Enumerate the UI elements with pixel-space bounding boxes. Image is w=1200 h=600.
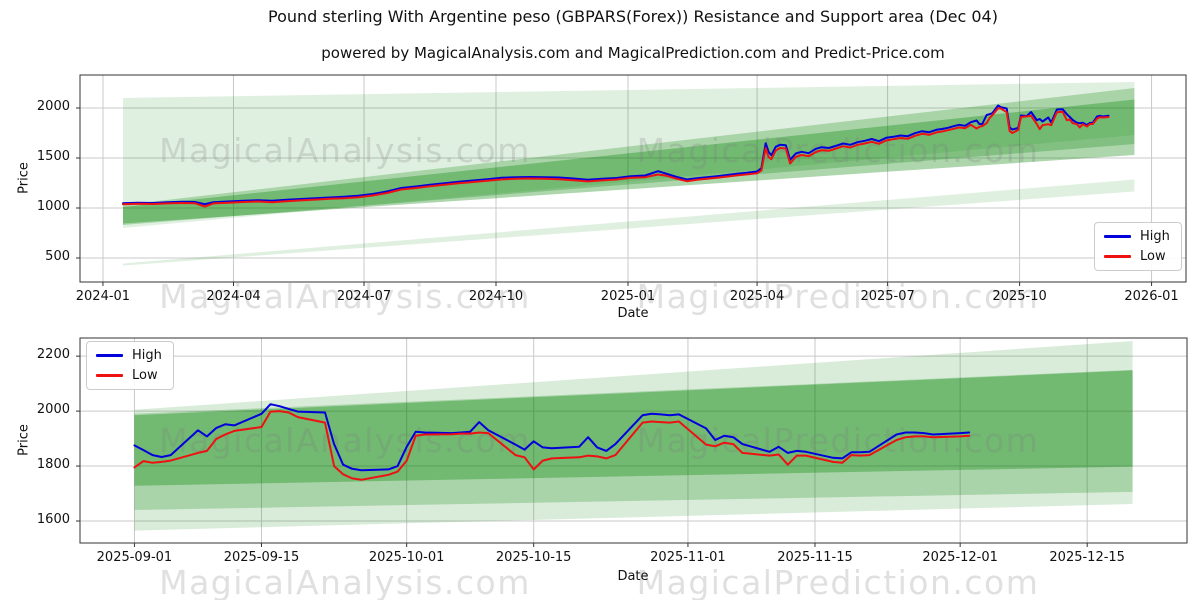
- support-resistance-band: [123, 179, 1135, 266]
- high-line: [122, 104, 1110, 206]
- high-line: [133, 403, 971, 472]
- low-line: [122, 107, 1110, 208]
- support-resistance-band: [134, 341, 1133, 531]
- watermark-text: MagicalPrediction.com: [637, 563, 1040, 600]
- plot-border: [79, 74, 1187, 283]
- watermark-text: MagicalPrediction.com: [637, 277, 1040, 316]
- plot-border: [79, 337, 1188, 544]
- watermark-text: MagicalAnalysis.com: [159, 131, 531, 170]
- support-resistance-band: [123, 82, 1135, 228]
- watermark-text: MagicalAnalysis.com: [159, 277, 531, 316]
- support-resistance-band: [123, 88, 1135, 225]
- watermark-text: MagicalPrediction.com: [637, 131, 1040, 170]
- support-resistance-band: [134, 370, 1133, 486]
- low-line: [133, 410, 971, 481]
- watermark-text: MagicalAnalysis.com: [159, 421, 531, 460]
- watermark-text: MagicalPrediction.com: [637, 421, 1040, 460]
- watermark-text: MagicalAnalysis.com: [159, 563, 531, 600]
